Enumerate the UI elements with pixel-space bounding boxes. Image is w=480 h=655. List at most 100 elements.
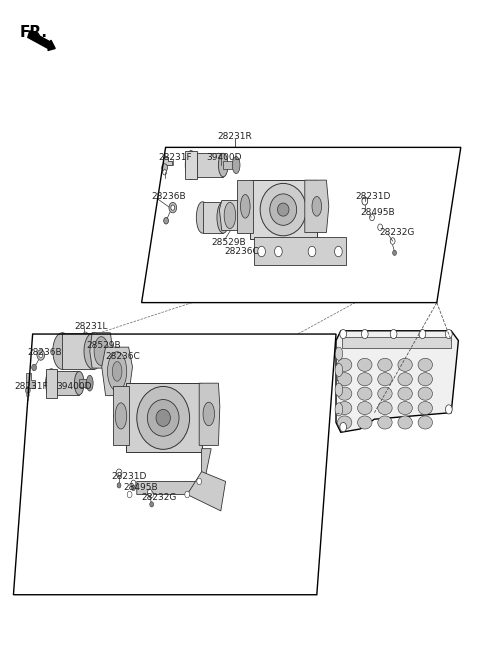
Circle shape bbox=[445, 329, 452, 339]
Text: 28529B: 28529B bbox=[211, 238, 246, 247]
Ellipse shape bbox=[378, 402, 392, 415]
Circle shape bbox=[37, 350, 45, 360]
Circle shape bbox=[308, 246, 316, 257]
Polygon shape bbox=[26, 373, 35, 388]
Ellipse shape bbox=[203, 402, 215, 426]
Bar bbox=[342, 337, 451, 348]
Text: 28236B: 28236B bbox=[28, 348, 62, 357]
Circle shape bbox=[390, 238, 395, 244]
Ellipse shape bbox=[270, 194, 297, 225]
Ellipse shape bbox=[398, 358, 412, 371]
Ellipse shape bbox=[260, 183, 306, 236]
Ellipse shape bbox=[277, 203, 289, 216]
Ellipse shape bbox=[337, 416, 352, 429]
Circle shape bbox=[171, 205, 175, 210]
Circle shape bbox=[117, 483, 121, 488]
Circle shape bbox=[150, 502, 154, 507]
Ellipse shape bbox=[185, 151, 197, 179]
Circle shape bbox=[393, 250, 396, 255]
Text: 28236C: 28236C bbox=[225, 247, 259, 256]
Circle shape bbox=[419, 329, 426, 339]
Polygon shape bbox=[336, 331, 458, 432]
Circle shape bbox=[340, 422, 347, 432]
Ellipse shape bbox=[337, 387, 352, 400]
Ellipse shape bbox=[240, 195, 250, 218]
Polygon shape bbox=[223, 161, 235, 169]
Polygon shape bbox=[254, 237, 346, 265]
Text: 28231F: 28231F bbox=[158, 153, 192, 162]
Ellipse shape bbox=[418, 358, 432, 371]
Circle shape bbox=[164, 217, 168, 224]
Ellipse shape bbox=[418, 402, 432, 415]
Ellipse shape bbox=[218, 153, 228, 177]
Polygon shape bbox=[137, 449, 211, 495]
Ellipse shape bbox=[358, 402, 372, 415]
Ellipse shape bbox=[358, 416, 372, 429]
Circle shape bbox=[25, 387, 30, 394]
Ellipse shape bbox=[74, 371, 84, 395]
Ellipse shape bbox=[196, 202, 209, 233]
Ellipse shape bbox=[358, 387, 372, 400]
Polygon shape bbox=[219, 200, 240, 231]
Ellipse shape bbox=[108, 352, 127, 391]
Text: 28232G: 28232G bbox=[379, 228, 415, 237]
Ellipse shape bbox=[418, 416, 432, 429]
Ellipse shape bbox=[224, 202, 236, 229]
Ellipse shape bbox=[358, 358, 372, 371]
Circle shape bbox=[361, 329, 368, 339]
Polygon shape bbox=[126, 383, 202, 452]
Text: 28231L: 28231L bbox=[74, 322, 108, 331]
Text: 28232G: 28232G bbox=[142, 493, 177, 502]
Polygon shape bbox=[237, 180, 253, 233]
Polygon shape bbox=[197, 153, 223, 177]
Ellipse shape bbox=[378, 373, 392, 386]
Circle shape bbox=[335, 246, 342, 257]
Ellipse shape bbox=[70, 371, 79, 395]
Text: 39400D: 39400D bbox=[57, 382, 92, 391]
Circle shape bbox=[163, 170, 167, 175]
FancyArrow shape bbox=[28, 31, 55, 50]
Polygon shape bbox=[62, 333, 94, 369]
Ellipse shape bbox=[398, 402, 412, 415]
Circle shape bbox=[445, 405, 452, 414]
Ellipse shape bbox=[112, 362, 122, 381]
Ellipse shape bbox=[84, 333, 103, 369]
Ellipse shape bbox=[337, 402, 352, 415]
Polygon shape bbox=[79, 379, 89, 387]
Circle shape bbox=[370, 214, 374, 221]
Ellipse shape bbox=[53, 333, 72, 369]
Text: 28231D: 28231D bbox=[355, 192, 391, 201]
Polygon shape bbox=[90, 333, 113, 368]
Ellipse shape bbox=[137, 386, 190, 449]
Ellipse shape bbox=[335, 347, 343, 360]
Ellipse shape bbox=[115, 403, 127, 429]
Ellipse shape bbox=[156, 409, 170, 426]
Circle shape bbox=[147, 489, 152, 496]
Text: 28529B: 28529B bbox=[86, 341, 121, 350]
Text: FR.: FR. bbox=[19, 25, 47, 40]
Circle shape bbox=[197, 478, 202, 485]
Ellipse shape bbox=[398, 387, 412, 400]
Ellipse shape bbox=[86, 375, 93, 391]
Polygon shape bbox=[185, 151, 197, 179]
Polygon shape bbox=[250, 180, 317, 239]
Text: 28236B: 28236B bbox=[151, 192, 186, 201]
Circle shape bbox=[116, 469, 122, 477]
Ellipse shape bbox=[335, 403, 343, 416]
Ellipse shape bbox=[214, 153, 223, 177]
Ellipse shape bbox=[398, 373, 412, 386]
Circle shape bbox=[258, 246, 265, 257]
Text: 28231R: 28231R bbox=[218, 132, 252, 141]
Circle shape bbox=[340, 329, 347, 339]
Text: 28495B: 28495B bbox=[124, 483, 158, 492]
Polygon shape bbox=[203, 202, 223, 233]
Polygon shape bbox=[187, 472, 226, 511]
Ellipse shape bbox=[418, 373, 432, 386]
Polygon shape bbox=[46, 369, 57, 398]
Ellipse shape bbox=[147, 400, 179, 436]
Ellipse shape bbox=[378, 358, 392, 371]
Circle shape bbox=[275, 246, 282, 257]
Ellipse shape bbox=[418, 387, 432, 400]
Circle shape bbox=[362, 197, 368, 205]
Polygon shape bbox=[199, 383, 220, 445]
